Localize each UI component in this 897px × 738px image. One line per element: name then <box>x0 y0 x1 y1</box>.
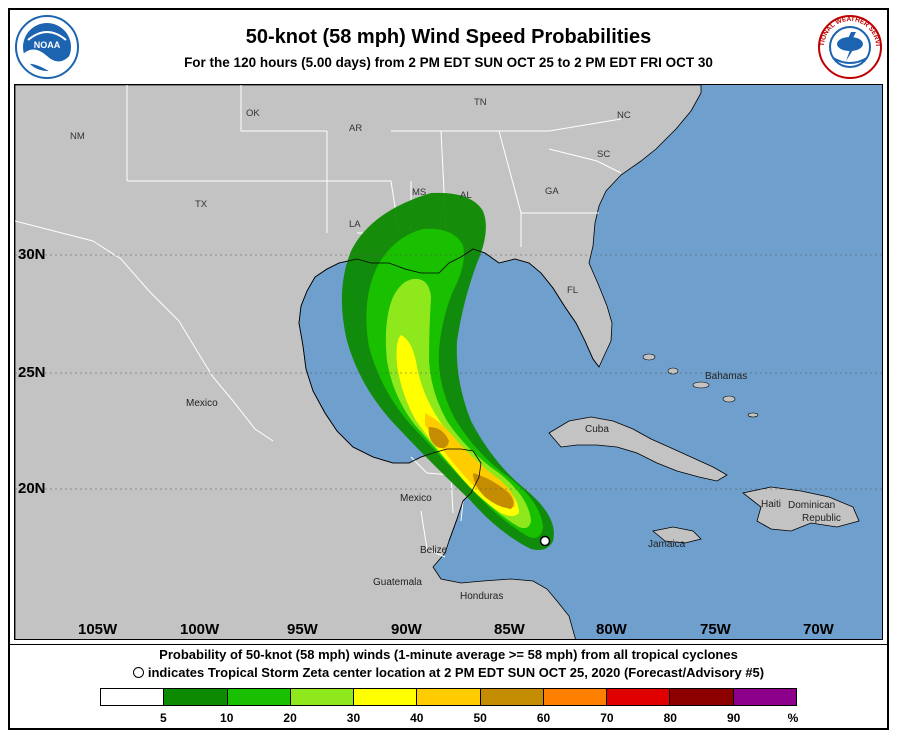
caption-line-1: Probability of 50-knot (58 mph) winds (1… <box>159 647 738 662</box>
legend-tick-label: 20 <box>283 711 297 725</box>
country-label-mexico-yucatan: Mexico <box>400 493 432 504</box>
bahamas-islands <box>642 353 759 418</box>
lat-label-30n: 30N <box>18 246 46 263</box>
storm-marker-key-icon <box>132 667 144 678</box>
country-label-honduras: Honduras <box>460 591 504 602</box>
lat-label-20n: 20N <box>18 480 46 497</box>
lon-label-105w: 105W <box>78 621 118 638</box>
legend-tick-label: 90 <box>726 711 741 725</box>
state-label-ar: AR <box>349 123 363 134</box>
legend-swatch <box>479 689 543 705</box>
lon-label-90w: 90W <box>391 621 422 638</box>
legend-swatch <box>226 689 290 705</box>
state-label-ok: OK <box>246 108 260 119</box>
legend-tick-label: 60 <box>536 711 551 725</box>
storm-center-marker <box>539 535 551 547</box>
svg-text:NOAA: NOAA <box>34 40 61 50</box>
gulf-coastline <box>298 248 600 542</box>
country-label-cuba: Cuba <box>585 424 609 435</box>
state-label-sc: SC <box>597 149 611 160</box>
lon-label-95w: 95W <box>287 621 318 638</box>
probability-swath <box>341 192 554 550</box>
state-label-la: LA <box>349 219 361 230</box>
political-borders <box>15 85 622 558</box>
lon-label-70w: 70W <box>803 621 834 638</box>
swath-50-60 <box>428 427 514 509</box>
state-label-tn: TN <box>474 97 487 108</box>
lon-label-100w: 100W <box>180 621 220 638</box>
state-label-tx: TX <box>195 199 208 210</box>
probability-legend <box>100 688 797 706</box>
chart-subtitle: For the 120 hours (5.00 days) from 2 PM … <box>184 55 713 70</box>
legend-swatch <box>416 689 480 705</box>
legend-tick-label: 40 <box>410 711 424 725</box>
legend-tick-label: 5 <box>160 711 167 725</box>
state-label-fl: FL <box>567 285 579 296</box>
country-label-bahamas: Bahamas <box>705 371 748 382</box>
country-label-guatemala: Guatemala <box>373 577 422 588</box>
legend-tick-label: 30 <box>346 711 361 725</box>
cuba-land <box>548 416 728 482</box>
legend-swatch <box>542 689 607 705</box>
caption-line-2: indicates Tropical Storm Zeta center loc… <box>147 665 765 680</box>
legend-swatch <box>606 689 670 705</box>
legend-swatch <box>353 689 417 705</box>
legend-tick-label: 10 <box>220 711 234 725</box>
caption-divider <box>10 644 887 645</box>
legend-tick-label: 70 <box>600 711 614 725</box>
jamaica-land <box>652 526 702 544</box>
swath-20-30 <box>385 278 531 529</box>
state-label-nm: NM <box>70 131 85 142</box>
country-label-haiti: Haiti <box>761 499 782 510</box>
country-label-republic: Republic <box>802 513 841 524</box>
state-label-ms: MS <box>412 187 427 198</box>
legend-swatch <box>163 689 227 705</box>
legend-swatch <box>669 689 733 705</box>
lon-label-75w: 75W <box>700 621 731 638</box>
lat-label-25n: 25N <box>18 364 46 381</box>
caption-line-2-row: indicates Tropical Storm Zeta center loc… <box>0 665 897 680</box>
country-label-belize: Belize <box>420 545 448 556</box>
legend-swatch <box>101 689 164 705</box>
legend-tick-label: 80 <box>663 711 677 725</box>
legend-swatch <box>732 689 796 705</box>
nws-logo: NATIONAL WEATHER SERVICE <box>817 14 882 79</box>
state-label-nc: NC <box>617 110 631 121</box>
map-panel <box>14 84 883 640</box>
legend-swatch <box>289 689 354 705</box>
country-label-dominican: Dominican <box>788 500 836 511</box>
chart-title: 50-knot (58 mph) Wind Speed Probabilitie… <box>245 26 652 48</box>
storm-marker-layer <box>539 535 551 547</box>
country-label-jamaica: Jamaica <box>648 539 686 550</box>
hispaniola-land <box>742 486 860 532</box>
noaa-logo: NOAA <box>15 15 79 79</box>
lon-label-80w: 80W <box>596 621 627 638</box>
legend-unit-label: % <box>787 711 799 725</box>
state-label-ga: GA <box>545 186 559 197</box>
state-label-al: AL <box>460 190 472 201</box>
coastline-overlay <box>298 248 600 542</box>
legend-tick-label: 50 <box>473 711 487 725</box>
lon-label-85w: 85W <box>494 621 525 638</box>
country-label-mexico: Mexico <box>186 398 218 409</box>
